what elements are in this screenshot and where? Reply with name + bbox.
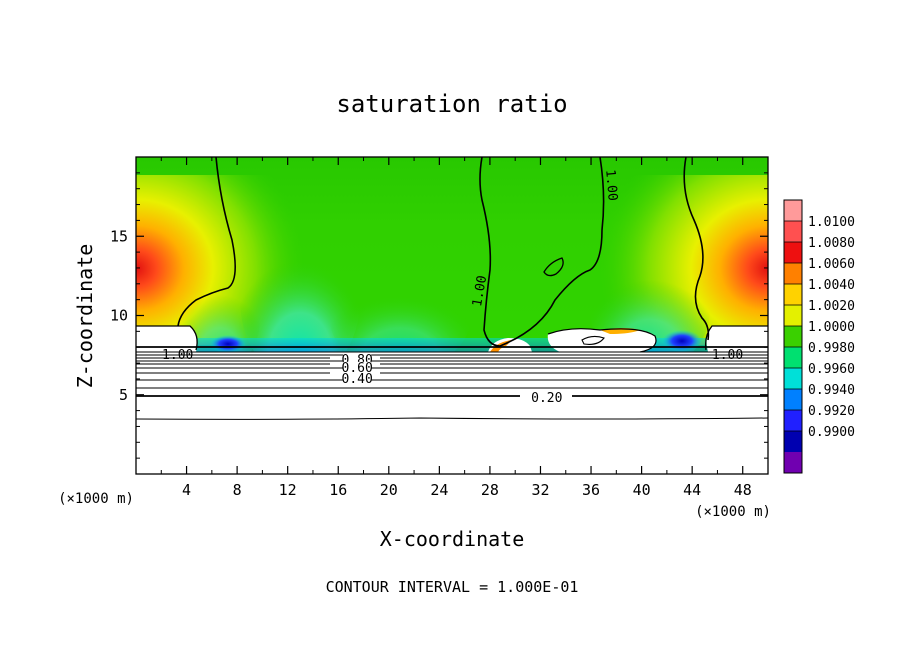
y-tick-label: 10 (110, 307, 128, 325)
y-axis-ticks: 5 10 15 (110, 172, 768, 459)
colorbar-swatch (784, 452, 802, 474)
contour-1-00-middle (479, 156, 605, 347)
contour-1-00-left (177, 156, 236, 327)
colorbar-swatch (784, 347, 802, 369)
contour-1-00-right (683, 156, 710, 341)
x-tick-label: 40 (633, 481, 651, 499)
colorbar-swatch (784, 242, 802, 264)
colorbar-level-label: 1.0060 (808, 257, 855, 272)
contour-labels: 1.00 0.800.600.400.201.001.001.00 (162, 169, 743, 406)
colorbar-swatch (784, 326, 802, 348)
colorbar-level-label: 1.0020 (808, 299, 855, 314)
colorbar-swatch (784, 305, 802, 327)
x-tick-label: 8 (233, 481, 242, 499)
contour-label-bg (532, 391, 561, 403)
contour-label: 0.60 (342, 361, 373, 376)
x-tick-label: 12 (279, 481, 297, 499)
colorbar-swatch (784, 284, 802, 306)
x-tick-label: 36 (582, 481, 600, 499)
contour-label: 0.20 (531, 391, 562, 406)
x-tick-label: 24 (430, 481, 448, 499)
colorbar-frame (783, 199, 803, 474)
colorbar-level-label: 0.9960 (808, 362, 855, 377)
x-tick-label: 16 (329, 481, 347, 499)
y-tick-label: 15 (110, 227, 128, 245)
field-white-left (136, 326, 198, 352)
x-unit-right: (×1000 m) (695, 504, 771, 520)
x-axis-title: X-coordinate (380, 527, 525, 551)
colorbar-swatch (784, 221, 802, 243)
colorbar-swatch (784, 368, 802, 390)
colorbar-swatch (784, 263, 802, 285)
colorbar-swatch (784, 410, 802, 432)
y-tick-label: 5 (119, 386, 128, 404)
x-tick-label: 4 (182, 481, 191, 499)
contour-interval-note: CONTOUR INTERVAL = 1.000E-01 (326, 578, 579, 596)
contour-label-bg (343, 372, 372, 384)
x-tick-label: 44 (683, 481, 701, 499)
colorbar: 1.0100 1.0080 1.0060 1.0040 1.0020 1.0000 0.99… (783, 199, 855, 474)
contour-label: 1.00 (712, 348, 743, 363)
x-tick-label: 48 (734, 481, 752, 499)
chart-title: saturation ratio (336, 90, 567, 118)
colorbar-swatch (784, 200, 802, 222)
colorbar-level-label: 1.0000 (808, 320, 855, 335)
x-tick-label: 32 (531, 481, 549, 499)
contour-label-bg (343, 361, 372, 373)
y-axis-title: Z-coordinate (73, 244, 97, 389)
colorbar-level-label: 0.9980 (808, 341, 855, 356)
field-white-lower (136, 352, 768, 474)
x-tick-label: 28 (481, 481, 499, 499)
colorbar-level-label: 0.9920 (808, 404, 855, 419)
colorbar-level-label: 0.9900 (808, 425, 855, 440)
x-axis-ticks: 4 8 12 16 20 24 28 32 36 40 44 48 (160, 157, 752, 499)
contour-label: 1.00 (602, 169, 620, 202)
colorbar-swatch (784, 389, 802, 411)
contour-lines (135, 156, 769, 420)
x-unit-left: (×1000 m) (58, 491, 134, 507)
colorbar-swatch (784, 431, 802, 453)
field-blue-spot-left (210, 335, 246, 353)
colorbar-level-label: 1.0100 (808, 215, 855, 230)
colorbar-level-label: 0.9940 (808, 383, 855, 398)
contour-label: 1.00 (470, 274, 490, 307)
x-tick-label: 20 (380, 481, 398, 499)
contour-label: 0.40 (342, 372, 373, 387)
contour-label: 1.00 (162, 348, 193, 363)
field-white-right (706, 326, 768, 352)
colorbar-level-label: 1.0040 (808, 278, 855, 293)
contour-label-bg (343, 353, 372, 365)
heatmap-field (136, 157, 768, 474)
colorbar-level-label: 1.0080 (808, 236, 855, 251)
field-blue-spot-right (662, 330, 702, 352)
